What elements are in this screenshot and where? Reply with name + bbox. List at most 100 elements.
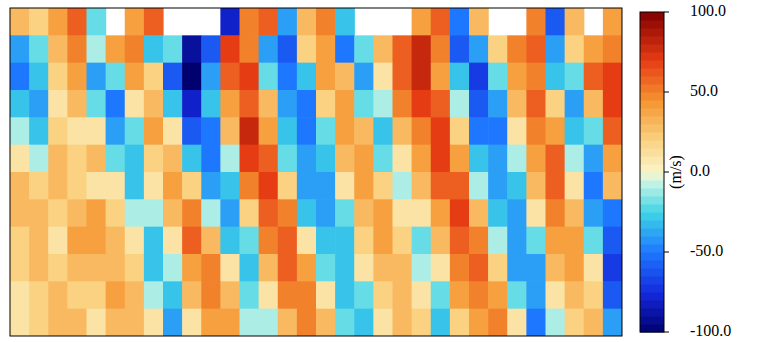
cell xyxy=(67,145,87,173)
cell xyxy=(469,227,489,255)
cell xyxy=(220,172,240,200)
cell xyxy=(431,309,451,336)
cell xyxy=(316,145,336,173)
colorbar-band xyxy=(640,196,664,205)
cell xyxy=(546,90,566,118)
cell xyxy=(316,199,336,227)
cell xyxy=(316,8,336,36)
cell xyxy=(431,254,451,282)
cell xyxy=(240,35,260,63)
cell xyxy=(278,199,298,227)
colorbar-tick xyxy=(664,332,669,333)
cell xyxy=(29,281,49,309)
cell xyxy=(354,172,374,200)
cell xyxy=(259,227,279,255)
cell xyxy=(373,199,393,227)
cell xyxy=(373,35,393,63)
cell xyxy=(240,63,260,91)
cell xyxy=(259,90,279,118)
cell xyxy=(584,63,604,91)
colorbar-band xyxy=(640,44,664,53)
cell xyxy=(354,63,374,91)
cell xyxy=(469,199,489,227)
cell xyxy=(163,281,183,309)
cell xyxy=(67,281,87,309)
colorbar-tick-label: -50.0 xyxy=(690,242,723,259)
cell xyxy=(393,90,413,118)
cell xyxy=(163,254,183,282)
cell xyxy=(278,35,298,63)
colorbar-band xyxy=(640,236,664,245)
cell xyxy=(373,309,393,336)
cell xyxy=(10,90,30,118)
cell xyxy=(450,281,470,309)
colorbar-band xyxy=(640,172,664,181)
cell xyxy=(546,117,566,145)
cell xyxy=(431,227,451,255)
cell xyxy=(565,8,585,36)
cell xyxy=(431,117,451,145)
cell xyxy=(163,117,183,145)
colorbar-label: (m/s) xyxy=(667,155,685,189)
cell xyxy=(48,63,68,91)
cell xyxy=(507,281,527,309)
colorbar-band xyxy=(640,316,664,325)
cell xyxy=(201,145,221,173)
cell xyxy=(125,8,145,36)
colorbar-band xyxy=(640,244,664,253)
cell xyxy=(240,199,260,227)
cell xyxy=(182,35,202,63)
cell xyxy=(220,254,240,282)
cell xyxy=(87,145,107,173)
cell xyxy=(278,145,298,173)
cell xyxy=(546,35,566,63)
colorbar-band xyxy=(640,228,664,237)
cell xyxy=(240,309,260,336)
cell xyxy=(106,145,126,173)
cell xyxy=(335,145,355,173)
cell xyxy=(412,227,432,255)
cell xyxy=(316,90,336,118)
colorbar-tick xyxy=(664,12,669,13)
cell xyxy=(67,172,87,200)
cell xyxy=(297,172,317,200)
cell xyxy=(335,227,355,255)
cell xyxy=(354,199,374,227)
cell xyxy=(526,199,546,227)
cell xyxy=(565,227,585,255)
cell xyxy=(450,117,470,145)
cell xyxy=(182,199,202,227)
cell xyxy=(67,63,87,91)
cell xyxy=(565,117,585,145)
cell xyxy=(354,35,374,63)
colorbar-band xyxy=(640,300,664,309)
cell xyxy=(259,199,279,227)
cell xyxy=(125,227,145,255)
cell xyxy=(259,35,279,63)
cell xyxy=(488,90,508,118)
cell xyxy=(393,63,413,91)
cell xyxy=(603,199,622,227)
cell xyxy=(48,227,68,255)
cell xyxy=(67,227,87,255)
cell xyxy=(10,35,30,63)
cell xyxy=(316,172,336,200)
colorbar-band xyxy=(640,268,664,277)
cell xyxy=(488,172,508,200)
cell xyxy=(393,227,413,255)
cell xyxy=(163,90,183,118)
cell xyxy=(526,281,546,309)
colorbar-band xyxy=(640,164,664,173)
cell xyxy=(220,199,240,227)
cell xyxy=(373,90,393,118)
cell xyxy=(10,8,30,36)
cell xyxy=(584,90,604,118)
cell xyxy=(546,309,566,336)
colorbar-band xyxy=(640,124,664,133)
cell xyxy=(220,227,240,255)
cell xyxy=(297,309,317,336)
cell xyxy=(259,172,279,200)
cell xyxy=(450,90,470,118)
cell xyxy=(87,35,107,63)
cell xyxy=(316,117,336,145)
